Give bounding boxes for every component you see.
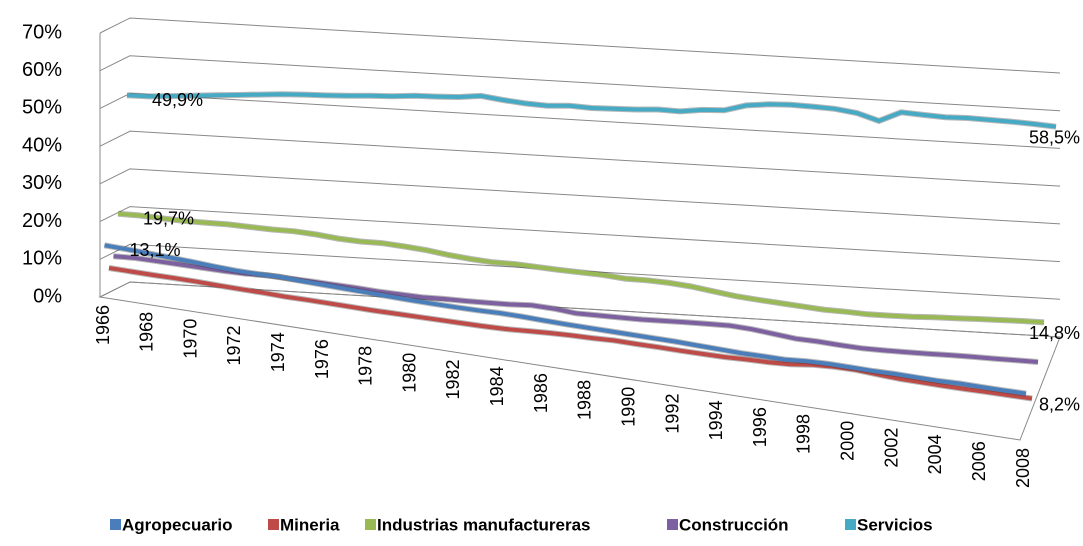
y-tick-label: 60% — [22, 59, 62, 81]
series-line-shadow — [126, 91, 1057, 130]
legend-label: Agropecuario — [122, 515, 233, 534]
x-tick-label: 1976 — [312, 339, 332, 379]
data-label: 19,7% — [143, 208, 194, 228]
x-tick-label: 1992 — [662, 394, 682, 434]
x-tick-label: 2002 — [881, 428, 901, 468]
legend-label: Construcción — [679, 515, 789, 534]
series-line-shadow — [117, 210, 1045, 326]
x-tick-label: 1972 — [224, 325, 244, 365]
x-tick-label: 1968 — [137, 312, 157, 352]
x-tick-label: 1994 — [706, 400, 726, 440]
series-line — [108, 266, 1033, 401]
data-label: 58,5% — [1029, 127, 1080, 147]
series-line — [117, 211, 1045, 325]
data-label: 14,8% — [1029, 323, 1080, 343]
x-tick-label: 1980 — [399, 353, 419, 393]
data-label: 8,2% — [1039, 394, 1080, 414]
legend-swatch — [845, 519, 856, 530]
grid-line — [99, 130, 1061, 187]
x-tick-label: 2008 — [1013, 448, 1033, 488]
x-tick-label: 1998 — [794, 414, 814, 454]
x-tick-label: 1970 — [180, 319, 200, 359]
y-tick-label: 40% — [22, 134, 62, 156]
y-tick-label: 20% — [22, 210, 62, 232]
x-tick-label: 1978 — [356, 346, 376, 386]
y-tick-label: 0% — [33, 285, 62, 307]
legend-label: Industrias manufactureras — [377, 515, 591, 534]
x-tick-label: 1986 — [531, 373, 551, 413]
legend-swatch — [667, 519, 678, 530]
legend-label: Mineria — [280, 515, 340, 534]
legend-swatch — [268, 519, 279, 530]
grid-line — [99, 281, 1061, 338]
grid-line — [99, 168, 1061, 225]
legend-swatch — [110, 519, 121, 530]
y-tick-label: 30% — [22, 172, 62, 194]
x-tick-label: 2000 — [838, 421, 858, 461]
legend-swatch — [365, 519, 376, 530]
series-line — [126, 92, 1057, 129]
grid-line — [99, 92, 1061, 149]
data-label: 49,9% — [152, 90, 203, 110]
x-tick-label: 1988 — [575, 380, 595, 420]
grid-line — [99, 55, 1061, 112]
x-tick-label: 2004 — [925, 434, 945, 474]
y-tick-label: 10% — [22, 248, 62, 270]
grid-line — [99, 206, 1061, 263]
x-tick-label: 1966 — [93, 305, 113, 345]
x-tick-label: 1996 — [750, 407, 770, 447]
x-tick-label: 1982 — [443, 359, 463, 399]
series-line — [104, 243, 1027, 396]
x-tick-label: 2006 — [969, 441, 989, 481]
x-tick-label: 1990 — [618, 387, 638, 427]
y-tick-label: 50% — [22, 97, 62, 119]
x-tick-label: 1984 — [487, 366, 507, 406]
data-label: 13,1% — [130, 240, 181, 260]
grid-line — [99, 243, 1061, 300]
x-tick-label: 1974 — [268, 332, 288, 372]
legend-label: Servicios — [857, 515, 933, 534]
y-tick-label: 70% — [22, 21, 62, 43]
grid-line — [99, 17, 1061, 74]
